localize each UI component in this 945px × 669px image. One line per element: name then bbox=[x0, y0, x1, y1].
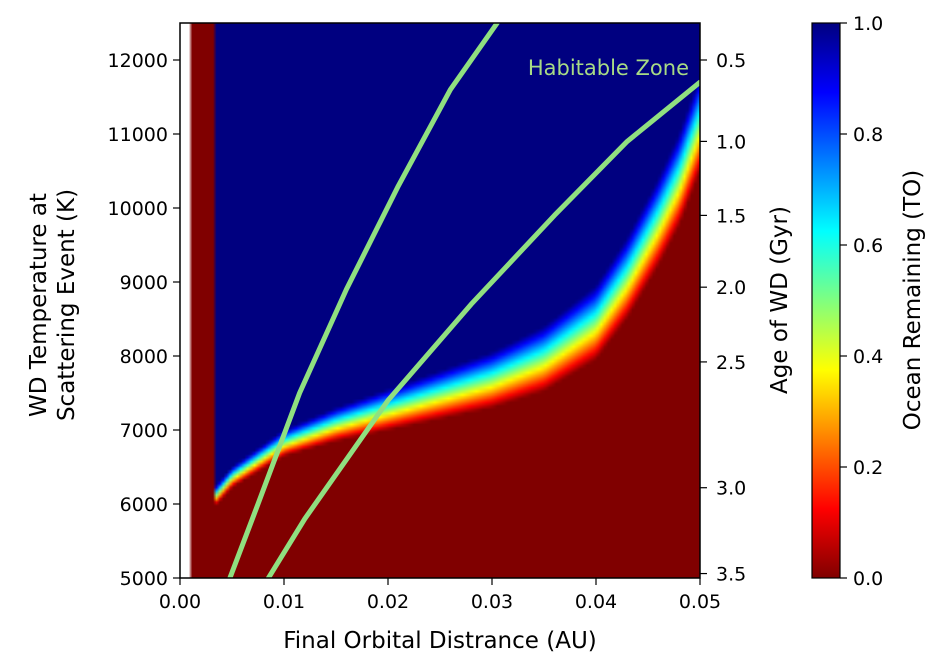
y2-tick-label: 0.5 bbox=[716, 50, 746, 72]
habitable-zone-annotation: Habitable Zone bbox=[528, 56, 689, 80]
colorbar-tick-label: 0.8 bbox=[853, 124, 883, 146]
y2-tick-label: 1.5 bbox=[716, 205, 746, 227]
y2-tick-label: 3.5 bbox=[716, 564, 746, 586]
y2-axis: 0.5 1.0 1.5 2.0 2.5 3.0 3.5 bbox=[700, 50, 746, 586]
y-tick-label: 8000 bbox=[120, 346, 168, 368]
colorbar-ticks: 0.0 0.2 0.4 0.6 0.8 1.0 bbox=[840, 13, 883, 590]
y-tick-label: 6000 bbox=[120, 494, 168, 516]
colorbar: 0.0 0.2 0.4 0.6 0.8 1.0 Ocean Remaining (TO) bbox=[811, 13, 926, 590]
colorbar-tick-label: 0.4 bbox=[853, 346, 883, 368]
y-tick-label: 10000 bbox=[108, 198, 168, 220]
y-tick-label: 12000 bbox=[108, 50, 168, 72]
y2-tick-label: 1.0 bbox=[716, 131, 746, 153]
y-axis-label: WD Temperature atScattering Event (K) bbox=[26, 189, 80, 421]
colorbar-tick-label: 0.2 bbox=[853, 457, 883, 479]
colorbar-tick-label: 0.0 bbox=[853, 568, 883, 590]
x-tick-label: 0.03 bbox=[471, 591, 513, 613]
x-tick-label: 0.05 bbox=[679, 591, 721, 613]
x-tick-label: 0.00 bbox=[159, 591, 201, 613]
habitable-zone-curves bbox=[227, 23, 700, 578]
colorbar-tick-label: 1.0 bbox=[853, 13, 883, 35]
y-tick-label: 11000 bbox=[108, 124, 168, 146]
y-tick-label: 5000 bbox=[120, 568, 168, 590]
x-tick-label: 0.01 bbox=[263, 591, 305, 613]
habitable-zone-line-2 bbox=[265, 79, 700, 578]
x-tick-label: 0.02 bbox=[367, 591, 409, 613]
plot-frame bbox=[179, 22, 701, 579]
y-axis: 5000 6000 7000 8000 9000 10000 11000 12000 bbox=[108, 50, 180, 590]
x-tick-label: 0.04 bbox=[575, 591, 617, 613]
y2-tick-label: 2.5 bbox=[716, 352, 746, 374]
x-axis: 0.00 0.01 0.02 0.03 0.04 0.05 bbox=[159, 578, 721, 613]
colorbar-tick-label: 0.6 bbox=[853, 235, 883, 257]
y-tick-label: 7000 bbox=[120, 420, 168, 442]
y-tick-label: 9000 bbox=[120, 272, 168, 294]
colorbar-gradient bbox=[811, 22, 841, 579]
y2-axis-label: Age of WD (Gyr) bbox=[767, 206, 793, 394]
y2-tick-label: 2.0 bbox=[716, 277, 746, 299]
x-axis-label: Final Orbital Distrance (AU) bbox=[283, 628, 597, 654]
y2-tick-label: 3.0 bbox=[716, 478, 746, 500]
habitable-zone-line-1 bbox=[227, 23, 500, 578]
colorbar-label: Ocean Remaining (TO) bbox=[900, 170, 926, 430]
